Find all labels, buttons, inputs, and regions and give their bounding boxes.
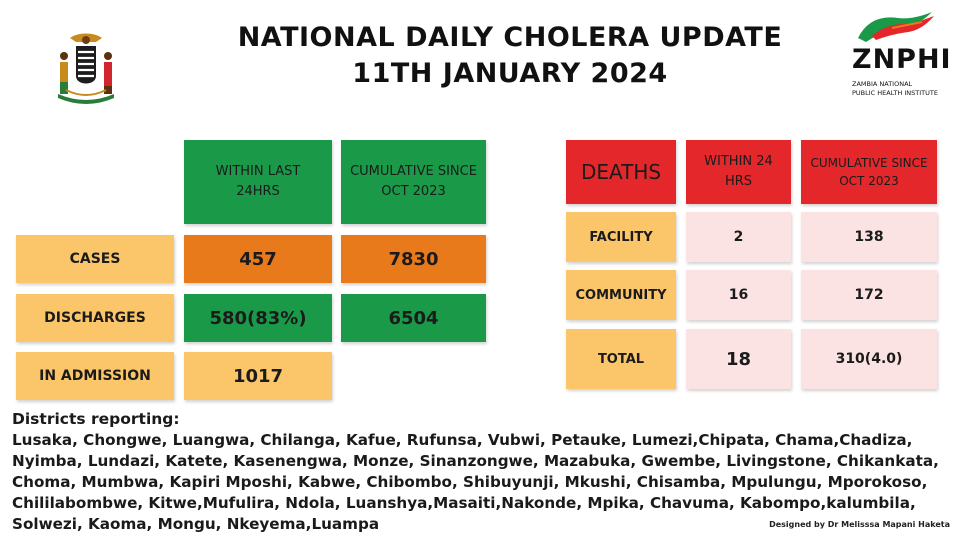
logo-name-line1: ZAMBIA NATIONAL <box>852 80 913 88</box>
row-label-community: COMMUNITY <box>566 270 676 320</box>
districts-heading: Districts reporting: <box>12 410 180 428</box>
deaths-title: DEATHS <box>566 140 676 204</box>
facility-last24-value: 2 <box>686 212 791 262</box>
page-date: 11TH JANUARY 2024 <box>352 58 668 89</box>
districts-list: Lusaka, Chongwe, Luangwa, Chilanga, Kafu… <box>12 431 939 533</box>
bird-logo-icon <box>858 12 934 42</box>
cases-header-last24: WITHIN LAST 24HRS <box>184 140 332 224</box>
facility-cumulative-value: 138 <box>801 212 937 262</box>
znphi-logo: ZNPHI ZAMBIA NATIONAL PUBLIC HEALTH INST… <box>840 8 955 100</box>
cases-header-cumulative: CUMULATIVE SINCE OCT 2023 <box>341 140 486 224</box>
total-cumulative-value: 310(4.0) <box>801 329 937 389</box>
in-admission-value: 1017 <box>184 352 332 400</box>
row-label-discharges: DISCHARGES <box>16 294 174 342</box>
row-label-in-admission: IN ADMISSION <box>16 352 174 400</box>
page-title: NATIONAL DAILY CHOLERA UPDATE <box>237 22 783 53</box>
row-label-cases: CASES <box>16 235 174 283</box>
row-label-facility: FACILITY <box>566 212 676 262</box>
cases-last24-value: 457 <box>184 235 332 283</box>
deaths-header-last24: WITHIN 24 HRS <box>686 140 791 204</box>
zambia-coat-of-arms-icon <box>48 30 124 106</box>
logo-name-line2: PUBLIC HEALTH INSTITUTE <box>852 89 938 97</box>
deaths-header-cumulative: CUMULATIVE SINCE OCT 2023 <box>801 140 937 204</box>
row-label-total: TOTAL <box>566 329 676 389</box>
community-last24-value: 16 <box>686 270 791 320</box>
total-last24-value: 18 <box>686 329 791 389</box>
discharges-last24-value: 580(83%) <box>184 294 332 342</box>
cases-cumulative-value: 7830 <box>341 235 486 283</box>
designer-credit: Designed by Dr Melisssa Mapani Haketa <box>769 520 950 529</box>
logo-abbreviation: ZNPHI <box>852 44 952 75</box>
discharges-cumulative-value: 6504 <box>341 294 486 342</box>
community-cumulative-value: 172 <box>801 270 937 320</box>
